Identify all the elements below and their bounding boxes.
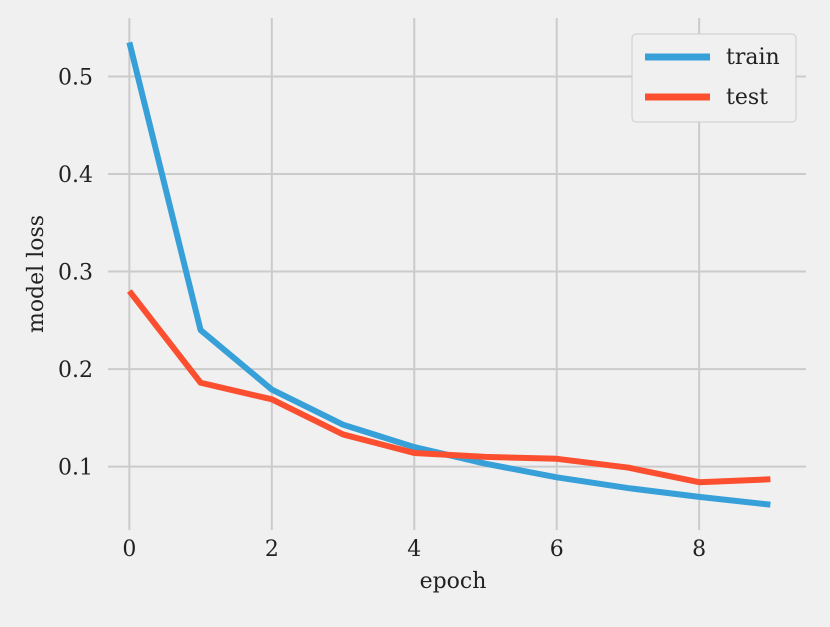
y-tick-label: 0.3 bbox=[58, 261, 93, 286]
y-axis-label: model loss bbox=[24, 215, 49, 333]
legend-label-test: test bbox=[726, 85, 768, 110]
y-tick-label: 0.4 bbox=[58, 163, 93, 188]
y-tick-label: 0.1 bbox=[58, 456, 93, 481]
x-tick-label: 8 bbox=[692, 537, 706, 562]
x-tick-label: 4 bbox=[407, 537, 421, 562]
legend: train test bbox=[631, 33, 797, 123]
y-tick-label: 0.5 bbox=[58, 66, 93, 91]
x-tick-label: 0 bbox=[122, 537, 136, 562]
y-tick-label: 0.2 bbox=[58, 358, 93, 383]
x-tick-label: 6 bbox=[550, 537, 564, 562]
x-axis-label: epoch bbox=[420, 569, 487, 594]
legend-label-train: train bbox=[726, 45, 780, 70]
tick-labels: 0 2 4 6 8 0.1 0.2 0.3 0.4 0.5 bbox=[58, 66, 706, 562]
x-tick-label: 2 bbox=[265, 537, 279, 562]
series-line-test bbox=[126, 289, 771, 486]
series-lines bbox=[126, 41, 771, 508]
